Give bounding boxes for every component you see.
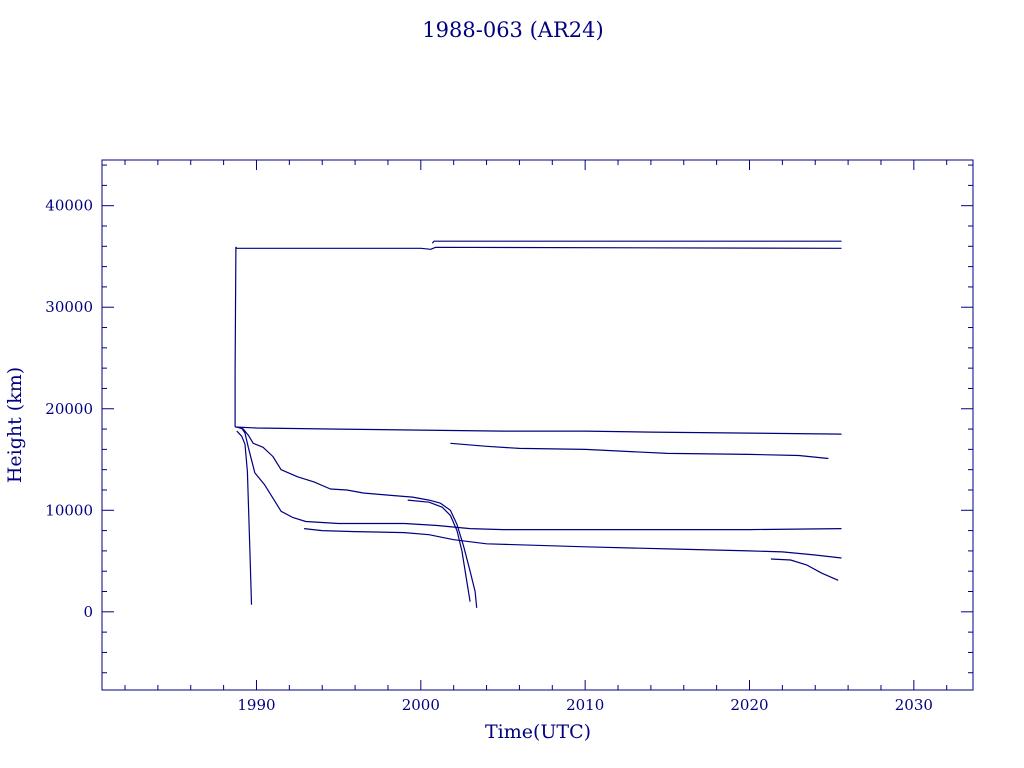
x-tick-label: 2020 [730, 696, 768, 714]
series-line [450, 442, 829, 460]
y-tick-label: 30000 [45, 298, 93, 316]
y-tick-label: 10000 [45, 501, 93, 519]
chart-title: 1988-063 (AR24) [422, 18, 603, 42]
y-tick-label: 20000 [45, 400, 93, 418]
x-tick-label: 2000 [402, 696, 440, 714]
series-line [236, 430, 253, 605]
x-axis-title: Time(UTC) [485, 721, 591, 743]
y-axis-title: Height (km) [4, 367, 26, 483]
x-tick-label: 2030 [895, 696, 933, 714]
series-line [407, 499, 471, 602]
series-line [241, 427, 842, 531]
series-line [236, 426, 478, 608]
axis-ticks [102, 160, 973, 690]
series-line [431, 240, 842, 244]
y-tick-label: 0 [83, 603, 93, 621]
x-tick-label: 1990 [237, 696, 275, 714]
series-line [234, 246, 842, 427]
series-line [235, 426, 842, 435]
series-line [770, 558, 839, 581]
plot-frame [101, 159, 974, 691]
x-tick-label: 2010 [566, 696, 604, 714]
y-tick-label: 40000 [45, 197, 93, 215]
series-layer [234, 240, 842, 608]
axis-tick-labels: 1990 2000 2010 2020 2030 0 10000 20000 30000 4000… [45, 197, 933, 714]
series-line [304, 528, 842, 559]
